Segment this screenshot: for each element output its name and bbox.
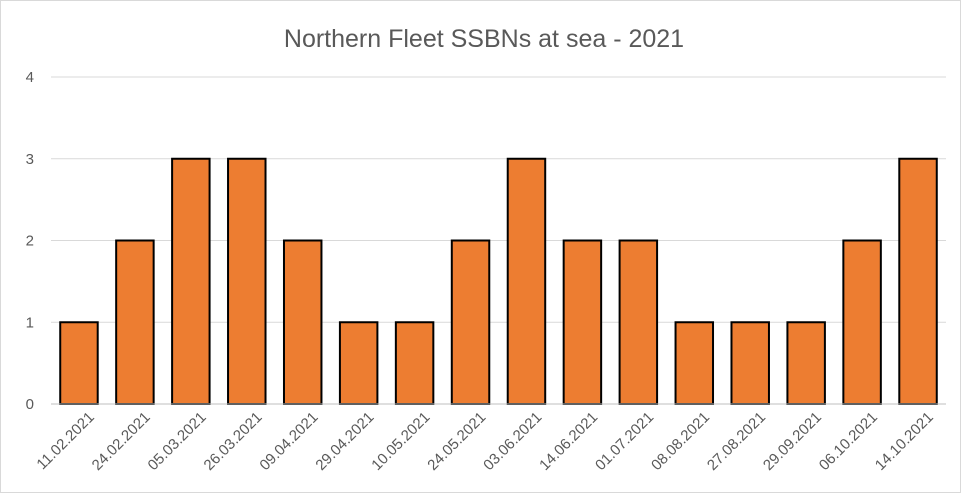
y-tick-label: 2 [26, 233, 34, 250]
x-axis-ticks: 11.02.202124.02.202105.03.202126.03.2021… [33, 409, 936, 474]
bar-27.08.2021 [730, 321, 770, 405]
y-tick-label: 4 [26, 69, 34, 86]
x-tick-label: 03.06.2021 [480, 409, 545, 474]
bar-24.02.2021 [115, 239, 155, 405]
bar-03.06.2021 [506, 157, 547, 405]
bar-01.07.2021 [618, 239, 659, 405]
y-tick-label: 1 [26, 314, 34, 331]
x-tick-label: 05.03.2021 [145, 409, 210, 474]
x-tick-label: 24.02.2021 [89, 409, 154, 474]
x-tick-label: 29.04.2021 [312, 409, 377, 474]
bar-24.05.2021 [450, 239, 491, 405]
bar-06.10.2021 [842, 239, 882, 405]
x-tick-label: 09.04.2021 [256, 409, 321, 474]
y-axis-ticks: 0 1 2 3 4 [26, 69, 34, 413]
bar-26.03.2021 [227, 157, 267, 405]
bar-11.02.2021 [59, 321, 99, 405]
bar-10.05.2021 [394, 321, 435, 405]
x-tick-label: 01.07.2021 [592, 409, 657, 474]
x-tick-label: 26.03.2021 [201, 409, 266, 474]
bar-29.09.2021 [786, 321, 826, 405]
x-tick-label: 14.06.2021 [536, 409, 601, 474]
bar-14.06.2021 [562, 239, 603, 405]
x-tick-label: 11.02.2021 [33, 409, 97, 473]
x-tick-label: 08.08.2021 [648, 409, 713, 474]
y-tick-label: 3 [26, 151, 34, 168]
x-tick-label: 24.05.2021 [424, 409, 489, 474]
x-tick-label: 29.09.2021 [760, 409, 825, 474]
bars [59, 157, 938, 405]
x-tick-label: 27.08.2021 [704, 409, 769, 474]
bar-08.08.2021 [674, 321, 715, 405]
x-tick-label: 14.10.2021 [872, 409, 937, 474]
bar-05.03.2021 [171, 157, 211, 405]
bar-29.04.2021 [338, 321, 379, 405]
chart-title: Northern Fleet SSBNs at sea - 2021 [284, 25, 684, 53]
bar-14.10.2021 [898, 157, 938, 405]
x-tick-label: 10.05.2021 [368, 409, 433, 474]
bar-09.04.2021 [282, 239, 323, 405]
x-tick-label: 06.10.2021 [816, 409, 881, 474]
y-tick-label: 0 [26, 396, 34, 413]
